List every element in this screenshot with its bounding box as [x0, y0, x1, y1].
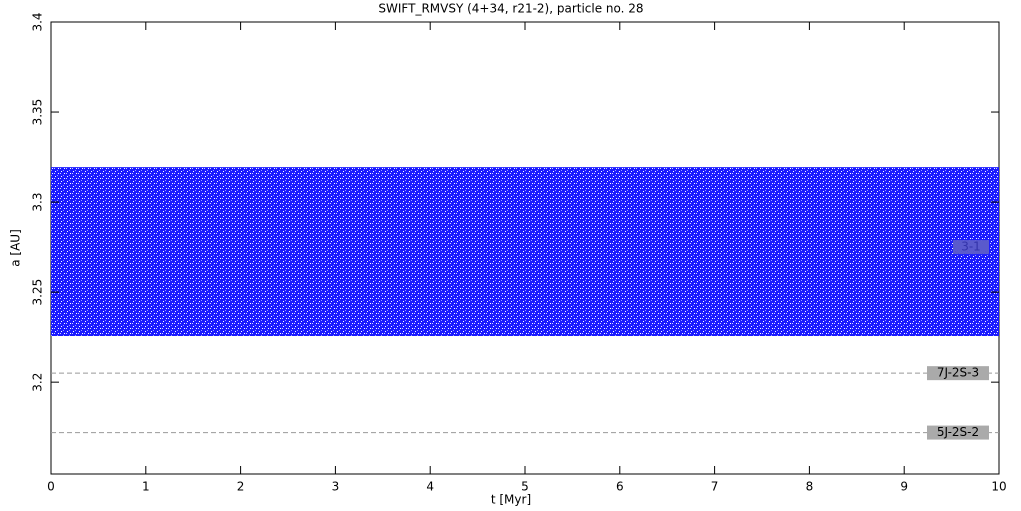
resonance-label: 7J-2S-3 — [937, 366, 979, 380]
y-tick-label: 3.35 — [31, 99, 45, 126]
x-tick-label: 9 — [900, 480, 908, 494]
x-tick-label: 4 — [426, 480, 434, 494]
x-tick-label: 6 — [616, 480, 624, 494]
x-tick-label: 7 — [711, 480, 719, 494]
annotation: 3-1 — [961, 240, 981, 254]
y-tick-label: 3.25 — [31, 279, 45, 306]
x-tick-label: 8 — [806, 480, 814, 494]
resonance-label-box — [927, 366, 989, 381]
x-tick-label: 0 — [47, 480, 55, 494]
y-tick-label: 3.3 — [31, 193, 45, 212]
y-axis-label: a [AU] — [9, 229, 23, 267]
x-tick-label: 3 — [332, 480, 340, 494]
x-axis-label: t [Myr] — [491, 493, 531, 507]
resonance-label: 5J-2S-2 — [937, 425, 979, 439]
scatter-band — [51, 167, 999, 337]
chart-title: SWIFT_RMVSY (4+34, r21-2), particle no. … — [378, 2, 643, 16]
y-tick-label: 3.4 — [31, 12, 45, 31]
y-tick-label: 3.2 — [31, 373, 45, 392]
annotation-box — [953, 240, 989, 255]
x-tick-label: 1 — [142, 480, 150, 494]
x-tick-label: 10 — [991, 480, 1006, 494]
x-tick-label: 2 — [237, 480, 245, 494]
resonance-label-box — [927, 425, 989, 440]
x-tick-label: 5 — [521, 480, 529, 494]
